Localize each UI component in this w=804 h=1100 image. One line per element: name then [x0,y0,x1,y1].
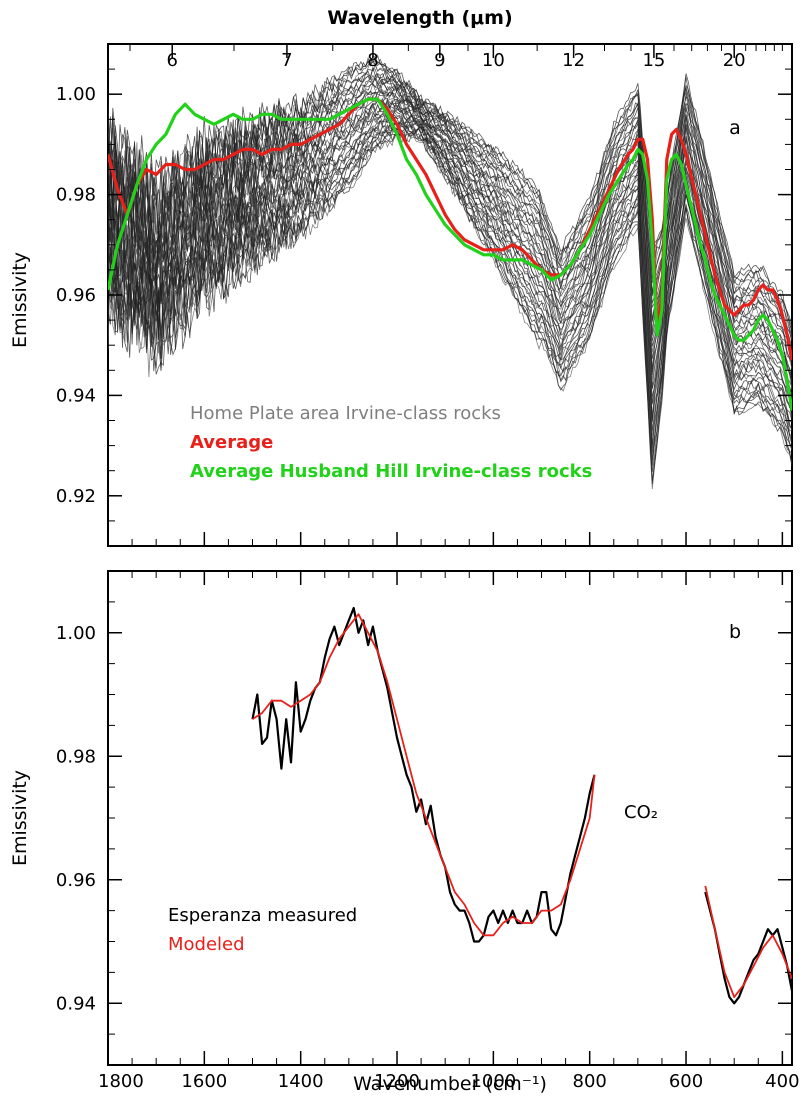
plot-frame-b [107,570,793,1066]
x-tick-label: 400 [765,1071,799,1092]
modeled-line [704,885,792,998]
panel-b: 0.94 0.96 0.98 1.00 1800 1600 1400 1200 1000 800 6… [9,570,800,1095]
y-tick-label-b: 0.96 [56,870,96,891]
rock-spectrum-line [108,121,792,445]
top-tick-label: 12 [562,50,585,71]
measured-line [251,606,596,943]
axes-b: 0.94 0.96 0.98 1.00 1800 1600 1400 1200 1000 800 6… [56,571,800,1092]
rock-spectrum-line [108,113,792,423]
x-tick-label: 1800 [98,1071,144,1092]
panel-a: 0.92 0.94 0.96 0.98 1.00 6 7 8 9 10 12 15 20 Wavelen… [9,7,793,547]
average-series-group [108,97,792,411]
top-tick-label: 8 [367,50,378,71]
top-tick-label: 10 [482,50,505,71]
average-line [108,97,792,361]
x-tick-label: 1200 [374,1071,420,1092]
x-tick-label: 1600 [181,1071,227,1092]
rock-spectrum-line [108,111,792,418]
top-tick-label: 6 [166,50,177,71]
rock-spectra-group [108,54,792,490]
y-tick-label-b: 0.94 [56,993,96,1014]
rock-spectrum-line [108,117,792,431]
x-tick-label: 1400 [278,1071,324,1092]
y-tick-label-a: 0.92 [56,486,96,507]
x-tick-label: 1000 [470,1071,516,1092]
top-axis-label: Wavelength (μm) [327,7,512,29]
y-tick-label-a: 1.00 [56,84,96,105]
top-tick-label: 7 [281,50,292,71]
husband-hill-average-line [108,97,792,411]
y-tick-label-a: 0.94 [56,385,96,406]
legend-label-modeled: Modeled [168,934,245,955]
top-tick-label: 20 [723,50,746,71]
rock-spectrum-line [108,106,792,413]
panel-letter-a: a [729,117,741,139]
top-tick-label: 15 [642,50,665,71]
co2-annotation: CO₂ [624,802,658,823]
rock-spectrum-line [108,54,792,329]
axes-a: 0.92 0.94 0.96 0.98 1.00 6 7 8 9 10 12 15 20 [56,44,792,546]
y-axis-label-a: Emissivity [9,252,31,348]
panel-letter-b: b [729,621,741,643]
legend-label-rocks: Home Plate area Irvine-class rocks [190,403,501,424]
rock-spectrum-line [108,132,792,490]
top-tick-label: 9 [434,50,445,71]
legend-label-husband-hill: Average Husband Hill Irvine-class rocks [190,461,592,482]
y-tick-label-b: 0.98 [56,746,96,767]
legend-label-average: Average [190,432,273,453]
rock-spectrum-line [108,66,792,342]
y-tick-label-a: 0.98 [56,185,96,206]
y-axis-label-b: Emissivity [9,770,31,866]
x-axis-label: Wavenumber (cm⁻¹) [353,1073,547,1095]
legend-label-measured: Esperanza measured [168,905,357,926]
x-tick-label: 600 [669,1071,703,1092]
rock-spectrum-line [108,114,792,422]
y-tick-label-b: 1.00 [56,623,96,644]
panel-b-series-group [251,606,792,1005]
y-tick-label-a: 0.96 [56,285,96,306]
x-tick-label: 800 [573,1071,607,1092]
modeled-line [252,613,596,937]
